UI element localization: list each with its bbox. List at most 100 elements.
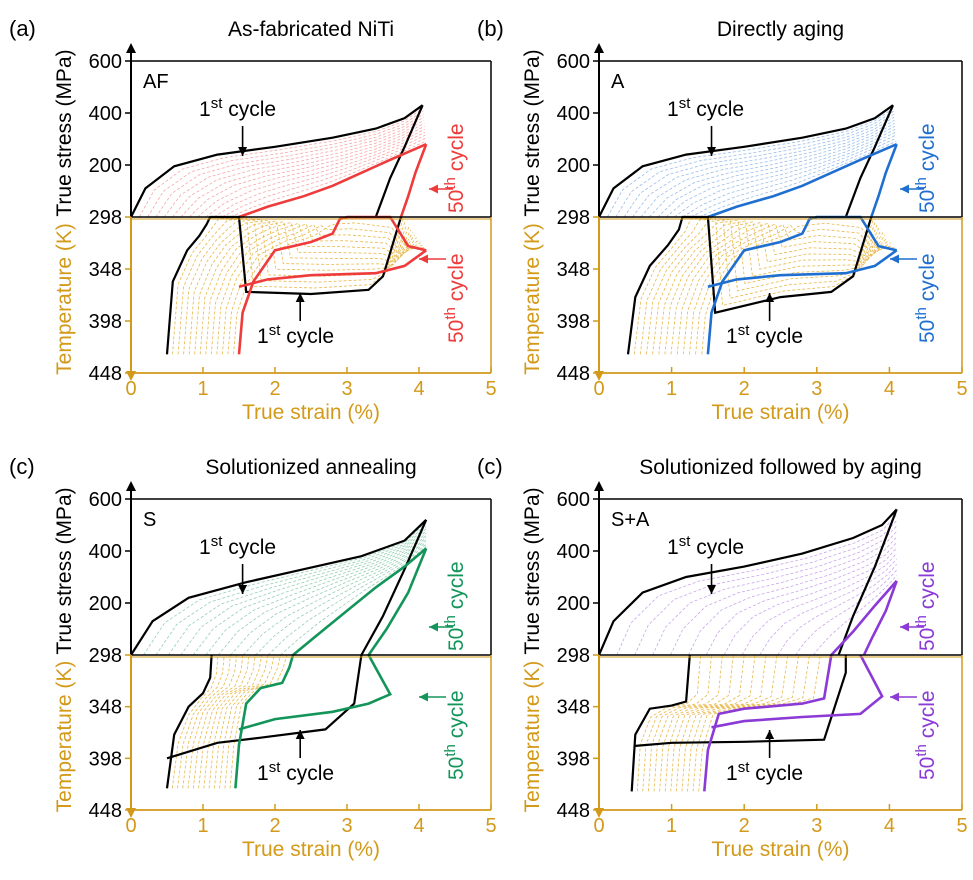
- temp-dashed-cycle: [199, 221, 413, 355]
- cycle-number: 50: [916, 628, 939, 651]
- main-curves: [130, 519, 428, 789]
- cycle-suffix: th: [442, 177, 459, 190]
- stress-first-cycle-unload: [837, 509, 898, 656]
- stress-tick-label: 200: [89, 155, 122, 177]
- cycle-number: 50: [916, 757, 939, 780]
- cycle-suffix: st: [269, 759, 282, 776]
- cycle-number: 1: [199, 536, 211, 559]
- stress-axis-arrow: [126, 43, 136, 53]
- stress-axis-arrow: [594, 43, 604, 53]
- stress-first-cycle-load: [130, 519, 427, 656]
- strain-tick-label: 1: [666, 815, 677, 837]
- cycle-suffix: th: [913, 307, 930, 320]
- temp-tick-label: 298: [557, 645, 590, 667]
- stress-dashed-cycle: [163, 116, 424, 218]
- strain-tick-label: 0: [593, 815, 604, 837]
- strain-tick-label: 1: [666, 378, 677, 400]
- stress-dashed-cycle: [759, 558, 897, 656]
- cycle-number: 50: [445, 190, 468, 213]
- panel-label: (c): [9, 454, 35, 479]
- panel-title: Directly aging: [717, 18, 844, 41]
- arrow-50th-cycle-temp-head: [419, 254, 428, 264]
- stress-dashed-cycle: [188, 125, 425, 218]
- cycle-word: cycle: [916, 253, 939, 307]
- cycle-number: 1: [667, 98, 679, 121]
- stress-dashed-cycle: [682, 134, 896, 218]
- stress-axis-title: True stress (MPa): [53, 49, 76, 216]
- stress-dashed-cycle: [670, 531, 897, 656]
- annotation-1st-cycle-stress: 1st cycle: [199, 533, 276, 559]
- arrow-50th-cycle-stress-head: [429, 184, 438, 194]
- stress-dashed-cycle: [155, 523, 427, 656]
- stress-dashed-cycle: [143, 521, 427, 656]
- annotation-1st-cycle-temp: 1st cycle: [726, 759, 803, 785]
- cycle-word: cycle: [280, 325, 334, 348]
- cycle-suffix: th: [442, 307, 459, 320]
- stress-tick-label: 600: [557, 51, 590, 73]
- annotation-50th-cycle-stress: 50th cycle: [913, 561, 939, 651]
- stress-dashed-cycle: [197, 128, 425, 218]
- stress-tick-label: 200: [557, 593, 590, 615]
- cycle-suffix: st: [211, 533, 224, 550]
- cycle-word: cycle: [280, 762, 334, 785]
- stress-dashed-cycle: [634, 520, 897, 656]
- stress-axis-arrow: [594, 481, 604, 491]
- strain-tick-label: 2: [269, 378, 280, 400]
- temp-first-cycle-unload: [166, 654, 363, 760]
- temp-dashed-cycle: [698, 654, 821, 792]
- panel-title: As-fabricated NiTi: [228, 18, 394, 41]
- temp-dashed-cycle: [198, 654, 250, 789]
- temp-50th-cycle-unload: [711, 654, 884, 729]
- stress-dashed-cycle: [205, 131, 426, 218]
- stress-dashed-cycle: [690, 137, 897, 218]
- stress-dashed-cycle: [230, 140, 427, 218]
- cycle-suffix: st: [738, 322, 751, 339]
- temp-dashed-cycle: [208, 654, 263, 789]
- annotation-50th-cycle-stress: 50th cycle: [913, 123, 939, 213]
- stress-first-cycle-load: [130, 104, 424, 218]
- cycle-word: cycle: [690, 98, 744, 121]
- strain-tick-label: 4: [413, 815, 424, 837]
- cycle-number: 50: [445, 628, 468, 651]
- strain-tick-label: 3: [341, 378, 352, 400]
- stress-tick-label: 600: [89, 489, 122, 511]
- stress-tick-label: 200: [557, 155, 590, 177]
- annotation-1st-cycle-stress: 1st cycle: [199, 95, 276, 121]
- temp-dashed-cycle: [177, 654, 225, 789]
- stress-tick-label: 600: [557, 489, 590, 511]
- temp-first-cycle-load: [630, 654, 691, 792]
- temp-dashed-cycle: [670, 654, 767, 792]
- temp-tick-label: 398: [89, 311, 122, 333]
- arrow-1st-cycle-stress-head: [238, 147, 248, 156]
- temp-dashed-cycle: [648, 654, 723, 792]
- temp-50th-cycle-unload: [707, 249, 898, 288]
- temp-dashed-cycle: [188, 219, 410, 355]
- temp-dashed-cycle: [687, 654, 799, 792]
- temp-dashed-cycle: [187, 654, 238, 789]
- stress-dashed-cycle: [230, 537, 427, 656]
- stress-dashed-cycle: [632, 116, 895, 218]
- stress-dashed-cycle: [640, 119, 895, 218]
- cycle-number: 1: [726, 325, 738, 348]
- stress-dashed-cycle: [205, 532, 427, 656]
- strain-tick-label: 0: [125, 378, 136, 400]
- arrow-1st-cycle-stress-head: [707, 147, 717, 156]
- temp-axis-title: Temperature (K): [53, 223, 76, 375]
- intermediate-cycles: [143, 521, 427, 789]
- stress-tick-label: 600: [89, 51, 122, 73]
- stress-first-cycle-unload: [844, 104, 895, 218]
- arrow-1st-cycle-temp-head: [295, 730, 305, 739]
- arrow-50th-cycle-temp-head: [890, 692, 899, 702]
- temp-first-cycle-load: [165, 654, 213, 789]
- cycle-word: cycle: [445, 690, 468, 744]
- cycle-suffix: st: [679, 95, 692, 112]
- temp-50th-cycle-unload: [238, 249, 427, 288]
- arrow-1st-cycle-temp-head: [295, 293, 305, 302]
- annotation-50th-cycle-temp: 50th cycle: [913, 253, 939, 343]
- stress-dashed-cycle: [138, 107, 424, 218]
- strain-tick-label: 5: [485, 815, 496, 837]
- temp-dashed-cycle: [659, 654, 745, 792]
- panel-label: (a): [9, 16, 36, 41]
